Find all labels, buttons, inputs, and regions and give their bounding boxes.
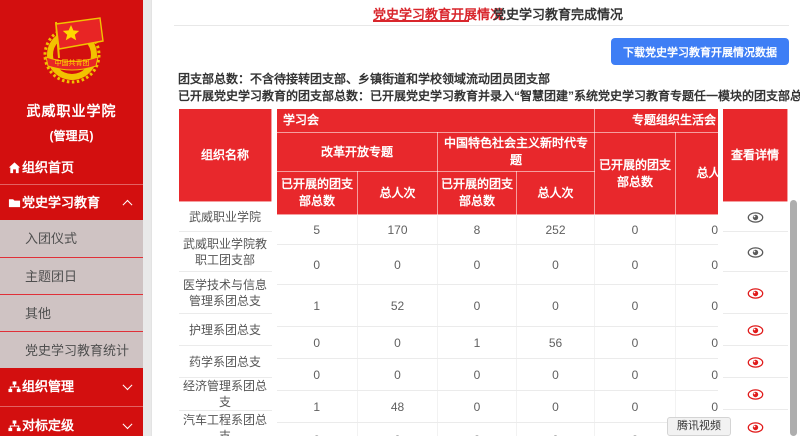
sidebar-item-label: 组织首页 bbox=[22, 160, 75, 175]
tabs-header: 党史学习教育开展情况 党史学习教育完成情况 bbox=[152, 0, 800, 26]
header-person-times: 总人次 bbox=[675, 132, 718, 215]
table-row: 经济管理系团总支 bbox=[178, 377, 272, 411]
header-reform-topic: 改革开放专题 bbox=[276, 132, 438, 172]
table-details-column: 查看详情 bbox=[722, 108, 788, 436]
table-row: 护理系团总支 bbox=[178, 313, 272, 346]
view-details-eye-icon[interactable] bbox=[747, 324, 764, 337]
submenu-item-joining-ceremony[interactable]: 入团仪式 bbox=[25, 231, 78, 246]
note-education-branch-total: 已开展党史学习教育的团支部总数：已开展党史学习教育并录入“智慧团建”系统党史学习… bbox=[178, 89, 800, 103]
toolbar: 下载党史学习教育开展情况数据 bbox=[178, 38, 789, 65]
chevron-up-icon bbox=[122, 199, 133, 210]
org-name-cell: 汽车工程系团总支 bbox=[178, 410, 272, 436]
view-details-eye-icon[interactable] bbox=[747, 388, 764, 401]
submenu-item-other[interactable]: 其他 bbox=[0, 294, 143, 331]
table-row: 医学技术与信息管理系团总支 bbox=[178, 271, 272, 314]
submenu-item-education-statistics[interactable]: 党史学习教育统计 bbox=[0, 331, 143, 368]
table-row bbox=[722, 345, 788, 378]
header-study-meeting: 学习会 bbox=[276, 108, 596, 133]
org-name-cell: 医学技术与信息管理系团总支 bbox=[178, 271, 272, 314]
org-name-cell: 经济管理系团总支 bbox=[178, 377, 272, 411]
table-data-columns: 学习会 专题组织生活会 改革开放专题 中国特色社会主义新时代专题 已开展的团支部… bbox=[276, 108, 718, 436]
table-row bbox=[722, 377, 788, 410]
org-name-cell: 武威职业学院 bbox=[178, 201, 272, 232]
header-person-times: 总人次 bbox=[515, 171, 596, 215]
chevron-down-icon bbox=[122, 419, 133, 430]
table-org-column: 组织名称 武威职业学院 武威职业学院教职工团支部 医学技术与信息管理系团总支 护… bbox=[178, 108, 272, 436]
table-row bbox=[722, 271, 788, 314]
table-row: 武威职业学院 bbox=[178, 201, 272, 232]
sidebar-org-name: 武威职业学院 bbox=[26, 103, 117, 119]
sidebar-item-benchmark-grading[interactable]: 对标定级 bbox=[0, 407, 143, 436]
table-row: 00 00 00 bbox=[276, 422, 718, 436]
sidebar-item-label: 组织管理 bbox=[22, 379, 75, 394]
sidebar-item-label: 对标定级 bbox=[22, 418, 75, 433]
sitemap-icon bbox=[8, 381, 21, 393]
statistics-table: 组织名称 武威职业学院 武威职业学院教职工团支部 医学技术与信息管理系团总支 护… bbox=[178, 108, 789, 436]
table-notes: 团支部总数：不含待接转团支部、乡镇街道和学校领域流动团员团支部 已开展党史学习教… bbox=[178, 71, 800, 105]
view-details-eye-icon[interactable] bbox=[747, 421, 764, 434]
submenu-item-theme-league-day[interactable]: 主题团日 bbox=[0, 257, 143, 294]
sidebar-item-org-management[interactable]: 组织管理 bbox=[0, 368, 143, 406]
header-branches-count: 已开展的团支部总数 bbox=[594, 132, 677, 215]
header-org-name: 组织名称 bbox=[178, 108, 272, 202]
view-details-eye-icon[interactable] bbox=[747, 287, 764, 300]
header-topic-life-meeting: 专题组织生活会 bbox=[594, 108, 718, 133]
table-row bbox=[722, 231, 788, 272]
vertical-scrollbar-thumb[interactable] bbox=[790, 200, 797, 436]
tabs-bottom-rule bbox=[174, 25, 789, 26]
sidebar: 中国共青团 武威职业学院 (管理员) 组织首页 党史学习教育 入团仪式 主题团日… bbox=[0, 0, 143, 436]
header-new-era-topic: 中国特色社会主义新时代专题 bbox=[436, 132, 596, 172]
sidebar-item-party-history-education[interactable]: 党史学习教育 bbox=[0, 185, 143, 220]
download-data-button[interactable]: 下载党史学习教育开展情况数据 bbox=[611, 38, 789, 65]
table-row bbox=[722, 201, 788, 232]
active-tab-underline bbox=[373, 20, 469, 22]
header-view-details: 查看详情 bbox=[722, 108, 788, 202]
note-branch-total: 团支部总数：不含待接转团支部、乡镇街道和学校领域流动团员团支部 bbox=[178, 72, 551, 86]
view-details-eye-icon[interactable] bbox=[747, 211, 764, 224]
table-row: 药学系团总支 bbox=[178, 345, 272, 378]
view-details-eye-icon[interactable] bbox=[747, 356, 764, 369]
sidebar-item-org-home[interactable]: 组织首页 bbox=[0, 152, 143, 184]
header-branches-count: 已开展的团支部总数 bbox=[276, 171, 358, 215]
org-name-cell: 武威职业学院教职工团支部 bbox=[178, 231, 272, 272]
tab-education-completion[interactable]: 党史学习教育完成情况 bbox=[493, 7, 624, 22]
home-icon bbox=[8, 162, 21, 174]
logo-banner-text: 中国共青团 bbox=[54, 58, 89, 67]
header-branches-count: 已开展的团支部总数 bbox=[437, 171, 517, 215]
sitemap-icon bbox=[8, 420, 21, 432]
sidebar-divider bbox=[0, 184, 143, 185]
league-emblem-logo: 中国共青团 bbox=[0, 0, 143, 93]
org-name-cell: 护理系团总支 bbox=[178, 313, 272, 346]
sidebar-user-role: (管理员) bbox=[49, 129, 94, 143]
header-person-times: 总人次 bbox=[357, 171, 438, 215]
table-row bbox=[722, 313, 788, 346]
main-content: 党史学习教育开展情况 党史学习教育完成情况 下载党史学习教育开展情况数据 团支部… bbox=[151, 0, 800, 436]
chevron-down-icon bbox=[122, 380, 133, 391]
table-row: 武威职业学院教职工团支部 bbox=[178, 231, 272, 272]
sidebar-divider bbox=[0, 406, 143, 407]
table-scroll-area: 学习会 专题组织生活会 改革开放专题 中国特色社会主义新时代专题 已开展的团支部… bbox=[276, 108, 718, 436]
sidebar-submenu: 入团仪式 主题团日 其他 党史学习教育统计 bbox=[0, 220, 143, 368]
view-details-eye-icon[interactable] bbox=[747, 246, 764, 259]
sidebar-gutter bbox=[143, 0, 151, 436]
org-name-cell: 药学系团总支 bbox=[178, 345, 272, 378]
folder-icon bbox=[8, 198, 21, 207]
tab-education-progress[interactable]: 党史学习教育开展情况 bbox=[373, 7, 504, 22]
table-row bbox=[722, 409, 788, 436]
tencent-video-tooltip: 腾讯视频 bbox=[667, 417, 731, 436]
table-row: 汽车工程系团总支 bbox=[178, 410, 272, 436]
sidebar-item-label: 党史学习教育 bbox=[22, 195, 101, 210]
